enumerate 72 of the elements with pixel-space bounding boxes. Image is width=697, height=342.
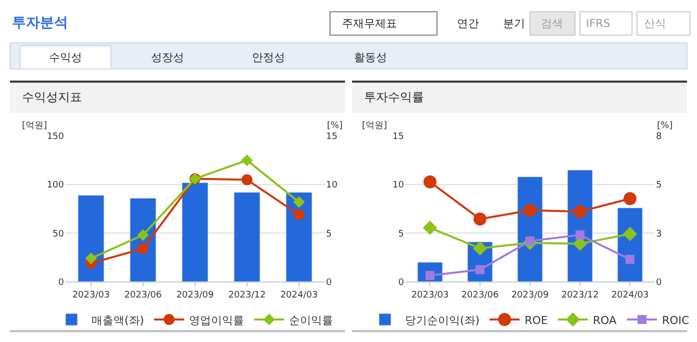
y-axis-title: [억원] — [362, 121, 388, 131]
y2-tick-label: 8 — [656, 132, 662, 142]
legend-label: 순이익률 — [289, 314, 334, 327]
bar — [286, 192, 312, 282]
y-tick-label: 5 — [398, 229, 404, 240]
point — [294, 209, 304, 220]
y2-tick-label: 10 — [326, 180, 338, 191]
legend-label: 매출액(좌) — [92, 314, 144, 327]
point — [241, 154, 253, 166]
legend-label: 당기순이익(좌) — [405, 314, 480, 327]
point — [626, 254, 634, 264]
x-tick-label: 2023/03 — [72, 290, 110, 300]
point — [424, 175, 436, 188]
text: 연간 — [457, 17, 479, 30]
text: 성장성 — [151, 51, 184, 64]
chart-title: 수익성지표 — [22, 90, 82, 104]
y-tick-label: 0 — [398, 278, 404, 288]
text: 활동성 — [354, 51, 387, 64]
bar — [78, 194, 104, 282]
x-tick-label: 2023/09 — [511, 290, 549, 300]
point — [138, 243, 148, 254]
y-tick-label: 10 — [392, 180, 404, 191]
chart-title: 투자수익률 — [364, 90, 424, 104]
point — [622, 226, 638, 242]
y2-tick-label: 15 — [326, 132, 338, 142]
y2-tick-label: 0 — [656, 278, 662, 288]
text: IFRS — [586, 17, 610, 30]
text: 산식 — [644, 17, 666, 30]
point — [472, 241, 488, 256]
legend-label: ROE — [524, 314, 548, 327]
point — [524, 204, 536, 217]
y2-tick-label: 5 — [656, 180, 662, 191]
legend-label: 영업이익률 — [189, 314, 244, 327]
legend-label: ROA — [592, 314, 617, 327]
x-tick-label: 2023/12 — [561, 290, 599, 300]
x-tick-label: 2023/06 — [461, 290, 499, 300]
y-tick-label: 50 — [52, 229, 64, 240]
x-tick-label: 2023/09 — [176, 290, 214, 300]
point — [422, 220, 438, 235]
point — [137, 229, 149, 241]
point — [242, 174, 252, 186]
bar — [234, 192, 260, 282]
point — [574, 205, 586, 218]
y2-axis-title: [%] — [657, 121, 673, 131]
x-tick-label: 2023/03 — [411, 290, 449, 300]
x-tick-label: 2024/03 — [280, 290, 318, 300]
y-tick-label: 0 — [58, 278, 64, 288]
text: 주재무제표 — [342, 17, 397, 30]
x-tick-label: 2023/12 — [228, 290, 266, 300]
point — [85, 252, 97, 264]
point — [576, 230, 584, 240]
y-tick-label: 100 — [46, 180, 64, 191]
point — [293, 196, 305, 208]
point — [624, 192, 636, 206]
y-axis-title: [억원] — [22, 121, 48, 131]
text: 안정성 — [252, 51, 285, 64]
y2-axis-title: [%] — [327, 121, 343, 131]
y-tick-label: 15 — [392, 132, 404, 142]
y2-tick-label: 0 — [326, 278, 332, 288]
point — [474, 212, 486, 226]
point — [476, 265, 484, 274]
x-tick-label: 2023/06 — [124, 290, 162, 300]
y-tick-label: 150 — [46, 132, 64, 142]
text: 수익성 — [49, 51, 82, 64]
text: 분기 — [503, 17, 525, 30]
bar — [182, 182, 208, 282]
y2-tick-label: 3 — [656, 229, 662, 240]
legend-label: ROIC — [662, 314, 690, 327]
x-tick-label: 2024/03 — [611, 290, 649, 300]
y2-tick-label: 5 — [326, 229, 332, 240]
text: 검색 — [541, 17, 563, 30]
text: 투자분석 — [12, 15, 68, 31]
